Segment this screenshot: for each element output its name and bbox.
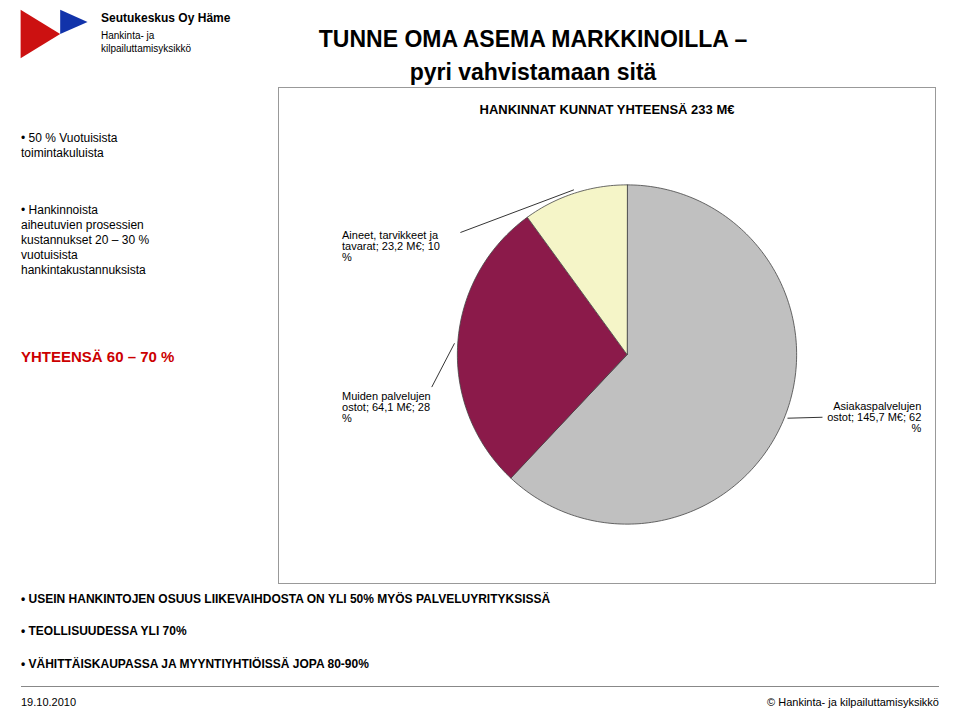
html-text:• USEIN HANKINTOJEN OSUUS LIIK: • USEIN HANKINTOJEN OSUUS LIIKEVAIHDOSTA…: [21, 592, 551, 606]
html-text:19.10.2010: 19.10.2010: [21, 696, 77, 709]
html-text:pyri vahvistamaan sitä: pyri vahvistamaan sitä: [409, 59, 657, 85]
html-text:• TEOLLISUUDESSA YLI 70%: • TEOLLISUUDESSA YLI 70%: [21, 624, 187, 638]
svg-text:Muiden palvelujenostot; 64,1 M: Muiden palvelujenostot; 64,1 M€; 28%: [342, 390, 431, 424]
html-text:© Hankinta- ja kilpailuttamisy: © Hankinta- ja kilpailuttamisyksikkö: [767, 696, 939, 709]
html-text:TUNNE OMA ASEMA MARKKINOILLA –: TUNNE OMA ASEMA MARKKINOILLA –: [318, 26, 748, 52]
html-text:Hankinta- ja kilpailuttamisyks: Hankinta- ja kilpailuttamisyksikkö: [101, 30, 191, 54]
svg-text:Asiakaspalvelujenostot; 145,7: Asiakaspalvelujenostot; 145,7 M€; 62%: [827, 400, 921, 434]
html-text:HANKINNAT KUNNAT YHTEENSÄ 233: HANKINNAT KUNNAT YHTEENSÄ 233 M€: [479, 102, 735, 117]
html-text:• Hankinnoista aiheutuvien pro: • Hankinnoista aiheutuvien prosessien ku…: [21, 203, 150, 277]
html-text:• 50 % Vuotuisista toimintakul: • 50 % Vuotuisista toimintakuluista: [21, 131, 118, 160]
html-text:• VÄHITTÄISKAUPASSA JA MYYNTIY: • VÄHITTÄISKAUPASSA JA MYYNTIYHTIÖISSÄ J…: [21, 657, 369, 671]
svg-text:Aineet, tarvikkeet jatavarat;: Aineet, tarvikkeet jatavarat; 23,2 M€; 1…: [342, 229, 440, 263]
html-text:Seutukeskus Oy Häme: Seutukeskus Oy Häme: [101, 11, 231, 25]
html-text:YHTEENSÄ 60 – 70 %: YHTEENSÄ 60 – 70 %: [21, 348, 175, 365]
